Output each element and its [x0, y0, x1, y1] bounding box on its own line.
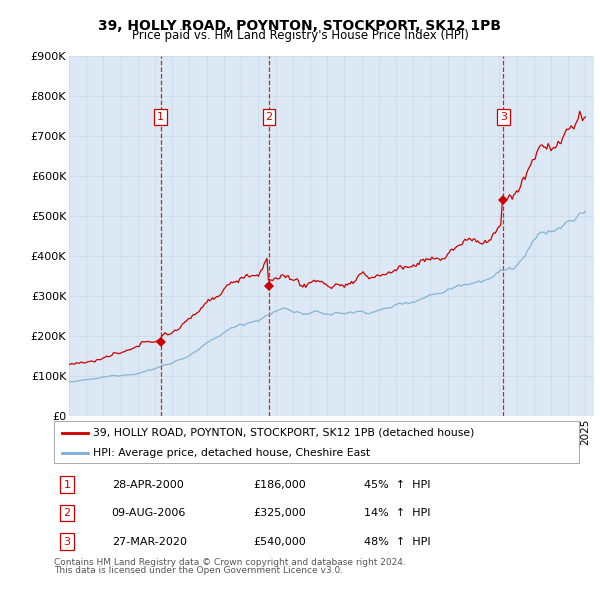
Text: £325,000: £325,000	[254, 508, 306, 518]
Text: HPI: Average price, detached house, Cheshire East: HPI: Average price, detached house, Ches…	[94, 448, 371, 457]
Text: 27-MAR-2020: 27-MAR-2020	[112, 536, 187, 546]
Text: 45%  ↑  HPI: 45% ↑ HPI	[364, 480, 430, 490]
Text: 09-AUG-2006: 09-AUG-2006	[112, 508, 186, 518]
Text: 28-APR-2000: 28-APR-2000	[112, 480, 184, 490]
Text: 2: 2	[64, 508, 71, 518]
Text: 14%  ↑  HPI: 14% ↑ HPI	[364, 508, 430, 518]
Text: This data is licensed under the Open Government Licence v3.0.: This data is licensed under the Open Gov…	[54, 566, 343, 575]
Text: £186,000: £186,000	[254, 480, 306, 490]
Text: 48%  ↑  HPI: 48% ↑ HPI	[364, 536, 430, 546]
Text: 1: 1	[157, 112, 164, 122]
Text: 3: 3	[500, 112, 507, 122]
Text: 3: 3	[64, 536, 71, 546]
Text: Contains HM Land Registry data © Crown copyright and database right 2024.: Contains HM Land Registry data © Crown c…	[54, 558, 406, 566]
Text: Price paid vs. HM Land Registry's House Price Index (HPI): Price paid vs. HM Land Registry's House …	[131, 30, 469, 42]
Text: 1: 1	[64, 480, 71, 490]
Text: 2: 2	[265, 112, 272, 122]
Text: 39, HOLLY ROAD, POYNTON, STOCKPORT, SK12 1PB (detached house): 39, HOLLY ROAD, POYNTON, STOCKPORT, SK12…	[94, 428, 475, 438]
Text: 39, HOLLY ROAD, POYNTON, STOCKPORT, SK12 1PB: 39, HOLLY ROAD, POYNTON, STOCKPORT, SK12…	[98, 19, 502, 33]
Text: £540,000: £540,000	[254, 536, 306, 546]
